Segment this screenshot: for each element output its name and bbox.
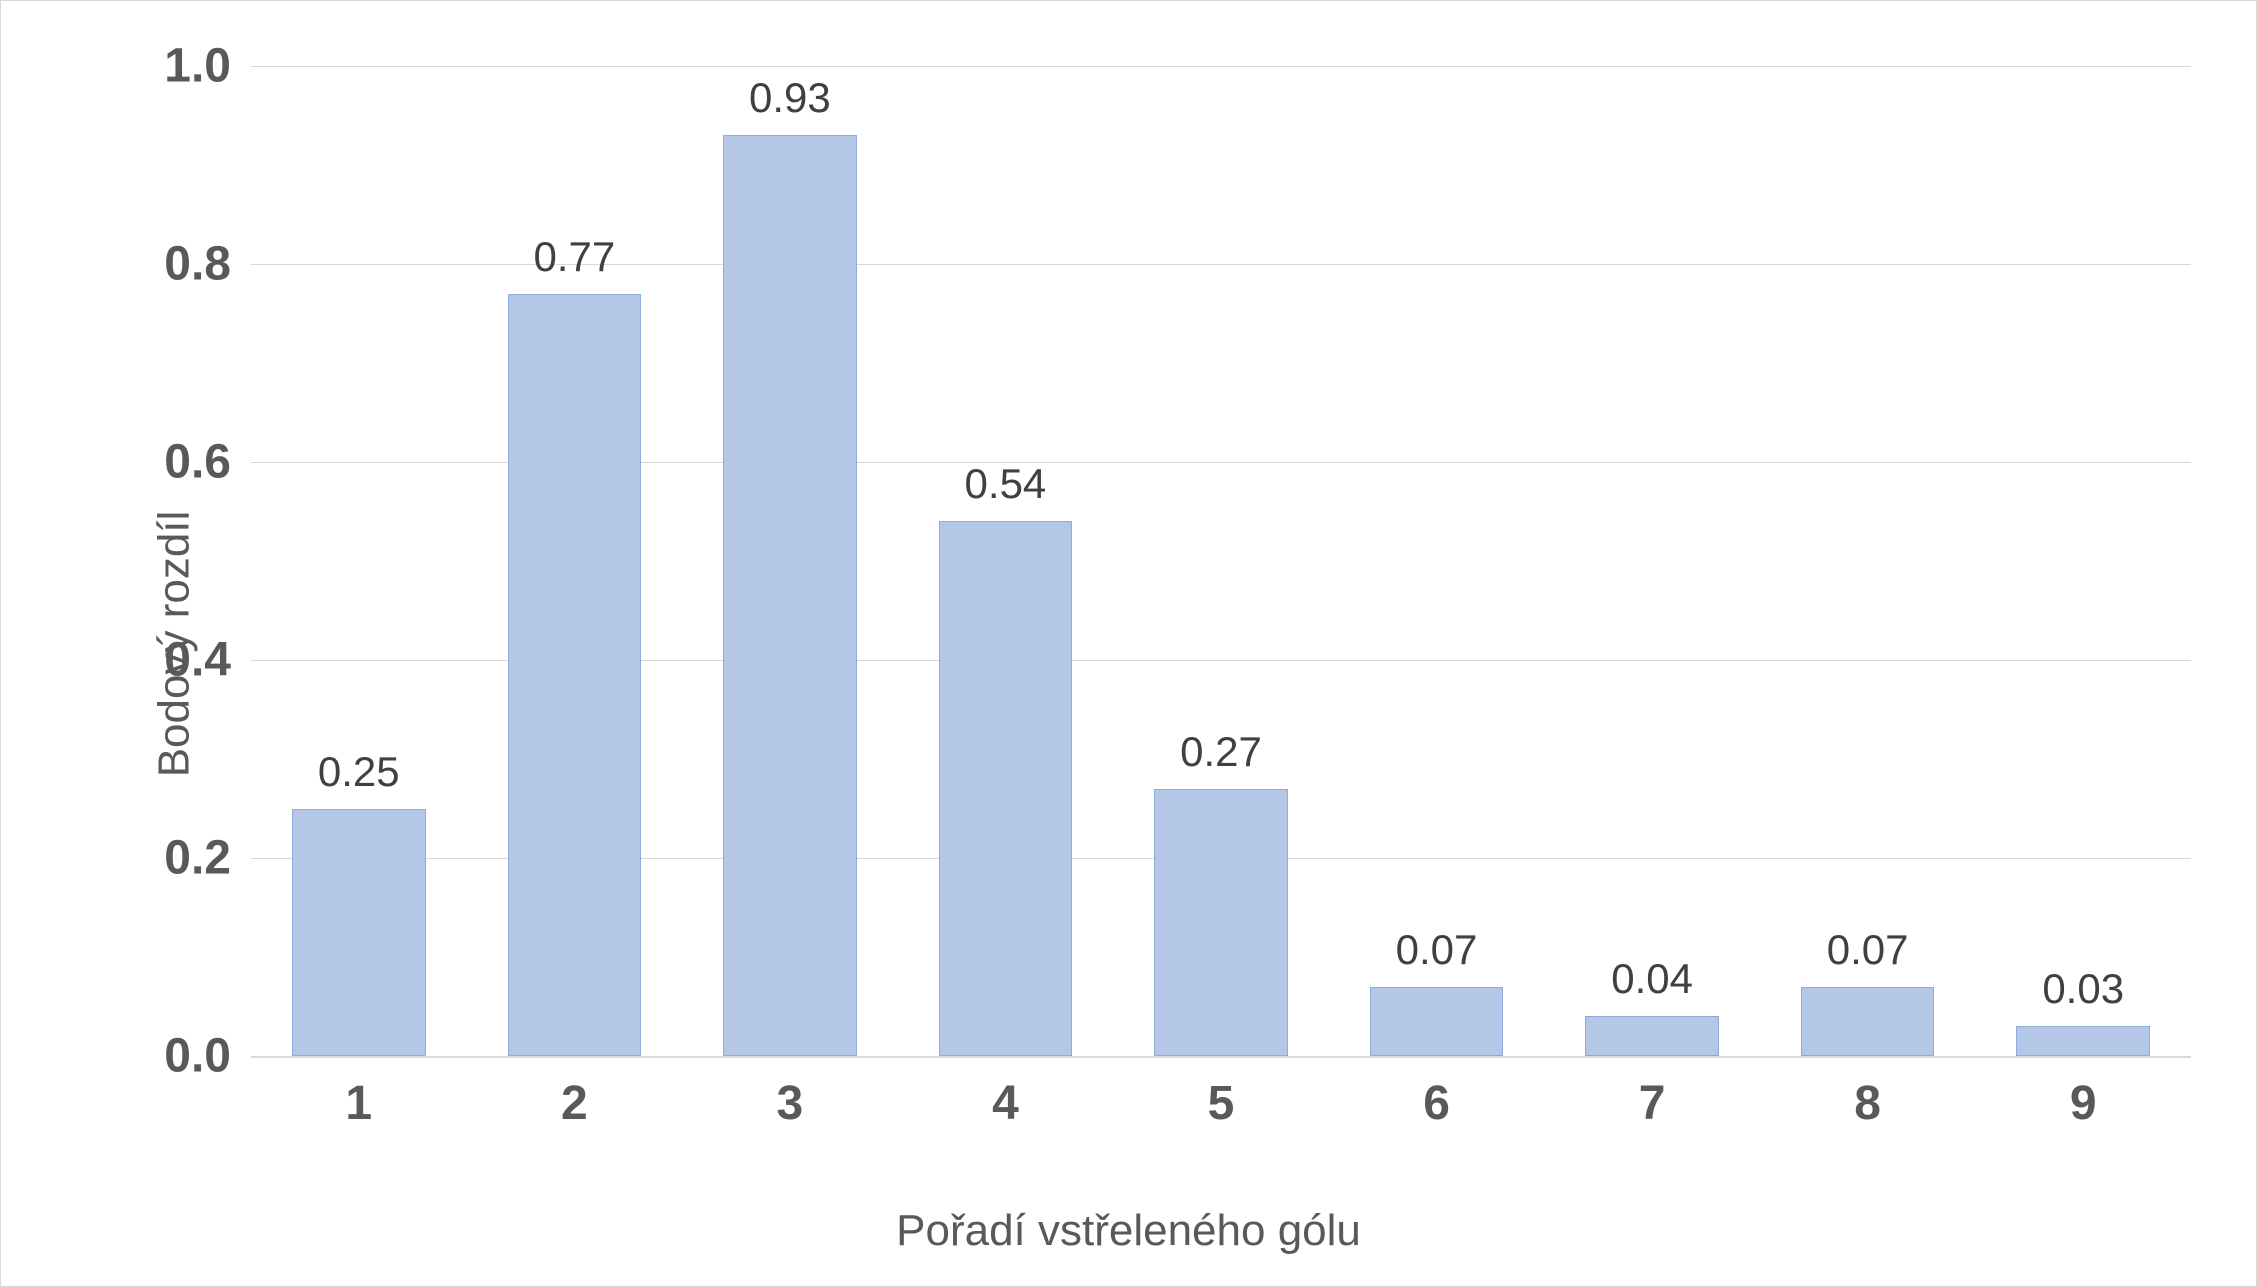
bar: 0.77 [508,294,642,1056]
bar: 0.25 [292,809,426,1057]
plot-area: 0.00.20.40.60.81.00.2510.7720.9330.5440.… [251,66,2191,1056]
bar-value-label: 0.54 [965,460,1047,508]
x-tick-label: 9 [2070,1076,2097,1131]
x-tick-label: 6 [1423,1076,1450,1131]
x-tick-label: 7 [1639,1076,1666,1131]
chart-frame: Bodový rozdíl Pořadí vstřeleného gólu 0.… [0,0,2257,1287]
bar-value-label: 0.27 [1180,728,1262,776]
y-tick-label: 0.6 [164,435,231,490]
bar-value-label: 0.07 [1827,926,1909,974]
bar: 0.93 [723,135,857,1056]
x-tick-label: 2 [561,1076,588,1131]
bar-value-label: 0.04 [1611,955,1693,1003]
bar-value-label: 0.07 [1396,926,1478,974]
x-axis-baseline [251,1056,2191,1058]
x-tick-label: 4 [992,1076,1019,1131]
x-axis-title: Pořadí vstřeleného gólu [896,1206,1361,1256]
gridline [251,66,2191,67]
bar: 0.07 [1370,987,1504,1056]
bar-value-label: 0.93 [749,74,831,122]
y-tick-label: 0.8 [164,237,231,292]
bar: 0.27 [1154,789,1288,1056]
y-tick-label: 1.0 [164,39,231,94]
x-tick-label: 5 [1208,1076,1235,1131]
y-tick-label: 0.2 [164,831,231,886]
bar-value-label: 0.77 [533,233,615,281]
y-tick-label: 0.0 [164,1029,231,1084]
bar: 0.54 [939,521,1073,1056]
bar-value-label: 0.03 [2042,965,2124,1013]
bar-value-label: 0.25 [318,748,400,796]
bar: 0.03 [2016,1026,2150,1056]
x-tick-label: 3 [777,1076,804,1131]
x-tick-label: 8 [1854,1076,1881,1131]
x-tick-label: 1 [345,1076,372,1131]
y-tick-label: 0.4 [164,633,231,688]
bar: 0.07 [1801,987,1935,1056]
bar: 0.04 [1585,1016,1719,1056]
